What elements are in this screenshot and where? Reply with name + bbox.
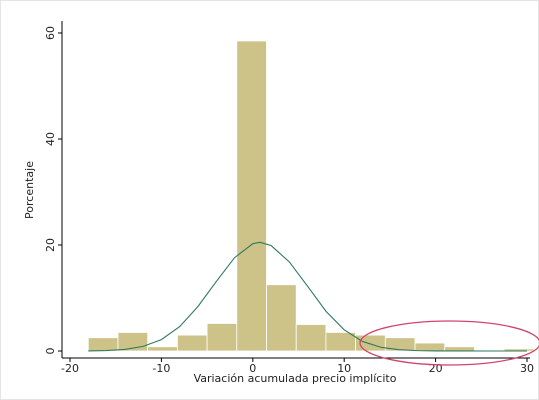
density-curve <box>88 241 527 352</box>
bar <box>325 332 357 352</box>
x-tick-label: -10 <box>152 362 170 375</box>
bar <box>414 342 446 352</box>
x-tick-label: 10 <box>337 362 351 375</box>
bar <box>266 284 297 352</box>
bar <box>444 346 475 352</box>
bar <box>147 346 178 352</box>
bar <box>295 324 327 352</box>
y-tick-label: 0 <box>44 348 57 355</box>
x-axis-title: Variación acumulada precio implícito <box>194 372 397 385</box>
y-tick-label: 60 <box>44 26 57 40</box>
highlight-ellipse <box>359 320 539 366</box>
y-tick-label: 40 <box>44 132 57 146</box>
y-axis-title: Porcentaje <box>23 161 36 219</box>
y-tick-label: 20 <box>44 238 57 252</box>
x-tick-label: 0 <box>249 362 256 375</box>
bar <box>87 337 119 352</box>
x-tick-label: 30 <box>520 362 534 375</box>
x-tick-label: -20 <box>61 362 79 375</box>
bar <box>176 334 208 352</box>
bar <box>236 40 267 352</box>
bar <box>206 323 238 352</box>
